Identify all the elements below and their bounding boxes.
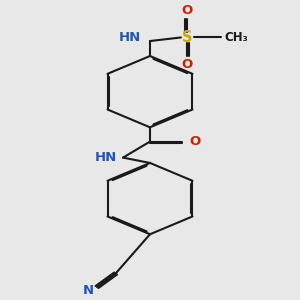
Text: CH₃: CH₃	[225, 31, 248, 44]
Text: HN: HN	[119, 31, 141, 44]
Text: O: O	[189, 135, 200, 148]
Text: S: S	[182, 30, 192, 45]
Text: O: O	[181, 58, 192, 71]
Text: O: O	[181, 4, 192, 16]
Text: N: N	[82, 284, 94, 297]
Text: HN: HN	[95, 151, 117, 164]
